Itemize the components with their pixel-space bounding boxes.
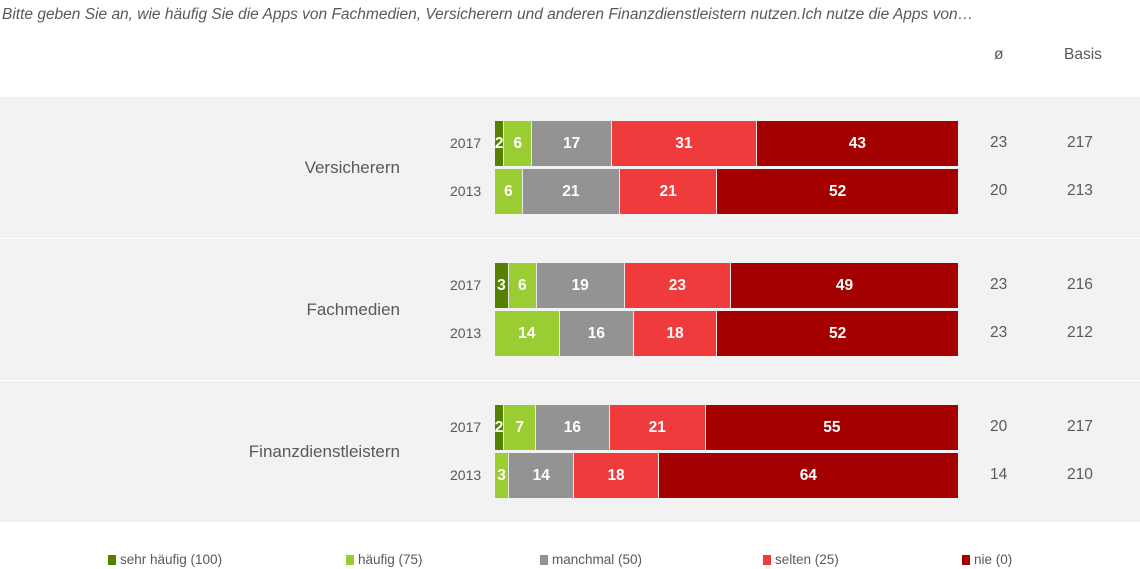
average-value: 14	[990, 466, 1008, 483]
category-label: Versicherern	[304, 158, 400, 177]
legend-label: nie (0)	[974, 552, 1013, 567]
basis-value: 217	[1067, 134, 1093, 151]
bar-segment: 14	[495, 311, 560, 356]
legend-item: häufig (75)	[346, 552, 423, 567]
legend-label: selten (25)	[775, 552, 839, 567]
bar-segment: 6	[508, 263, 537, 308]
bar-segment: 3	[495, 263, 509, 308]
group-band	[0, 97, 1140, 238]
chart-title: Bitte geben Sie an, wie häufig Sie die A…	[2, 6, 974, 23]
bar-segment: 2	[495, 121, 505, 166]
legend-swatch	[763, 554, 771, 565]
bar-segment: 31	[611, 121, 757, 166]
bar-segment: 18	[574, 453, 659, 498]
bar-segment: 2	[495, 405, 505, 450]
year-label: 2017	[450, 135, 482, 151]
bar-segment: 52	[717, 169, 958, 214]
legend-label: manchmal (50)	[552, 552, 643, 567]
bar-segment: 7	[504, 405, 537, 450]
bar-segment: 21	[619, 169, 718, 214]
bar-segment: 55	[705, 405, 958, 450]
legend-item: sehr häufig (100)	[108, 552, 222, 567]
bar-segment: 18	[633, 311, 718, 356]
stacked-bar: 14 16 18 52	[495, 311, 958, 356]
bar-segment: 19	[536, 263, 625, 308]
legend-swatch	[540, 554, 548, 565]
basis-value: 213	[1067, 182, 1093, 199]
legend-item: selten (25)	[763, 552, 839, 567]
bar-segment: 49	[731, 263, 958, 308]
group-band	[0, 239, 1140, 380]
category-label: Fachmedien	[306, 300, 400, 319]
average-value: 23	[990, 276, 1008, 293]
legend: sehr häufig (100) häufig (75) manchmal (50…	[0, 552, 1140, 569]
bar-segment: 43	[756, 121, 958, 166]
stacked-bar: 3 14 18 64	[495, 453, 958, 498]
year-label: 2017	[450, 277, 482, 293]
stacked-bar: 2 6 17 31 43	[495, 121, 958, 166]
average-column-header: ø	[994, 46, 1004, 63]
basis-value: 216	[1067, 276, 1093, 293]
average-value: 20	[990, 418, 1008, 435]
average-value: 20	[990, 182, 1008, 199]
basis-column-header: Basis	[1064, 46, 1102, 63]
year-label: 2017	[450, 419, 482, 435]
basis-value: 210	[1067, 466, 1093, 483]
year-label: 2013	[450, 325, 482, 341]
stacked-bar: 3 6 19 23 49	[495, 263, 958, 308]
group-band	[0, 381, 1140, 522]
basis-value: 212	[1067, 324, 1093, 341]
bar-segment: 64	[658, 453, 958, 498]
bar-segment: 21	[522, 169, 620, 214]
legend-label: häufig (75)	[358, 552, 423, 567]
category-label: Finanzdienstleistern	[248, 442, 400, 461]
legend-label: sehr häufig (100)	[120, 552, 223, 567]
legend-item: nie (0)	[962, 552, 1012, 567]
bar-segment: 6	[504, 121, 533, 166]
bar-segment: 3	[495, 453, 510, 498]
average-value: 23	[990, 134, 1008, 151]
basis-value: 217	[1067, 418, 1093, 435]
bar-segment: 17	[532, 121, 612, 166]
year-label: 2013	[450, 467, 482, 483]
stacked-bar: 6 21 21 52	[495, 169, 958, 214]
legend-swatch	[962, 554, 970, 565]
year-label: 2013	[450, 183, 482, 199]
bar-segment: 6	[495, 169, 523, 214]
bar-segment: 23	[624, 263, 732, 308]
legend-item: manchmal (50)	[540, 552, 642, 567]
bar-segment: 14	[509, 453, 575, 498]
stacked-bar: 2 7 16 21 55	[495, 405, 958, 450]
bar-segment: 16	[559, 311, 634, 356]
legend-swatch	[346, 554, 354, 565]
bar-segment: 16	[536, 405, 610, 450]
bar-segment: 52	[717, 311, 958, 356]
average-value: 23	[990, 324, 1008, 341]
legend-swatch	[108, 554, 116, 565]
bar-segment: 21	[609, 405, 706, 450]
